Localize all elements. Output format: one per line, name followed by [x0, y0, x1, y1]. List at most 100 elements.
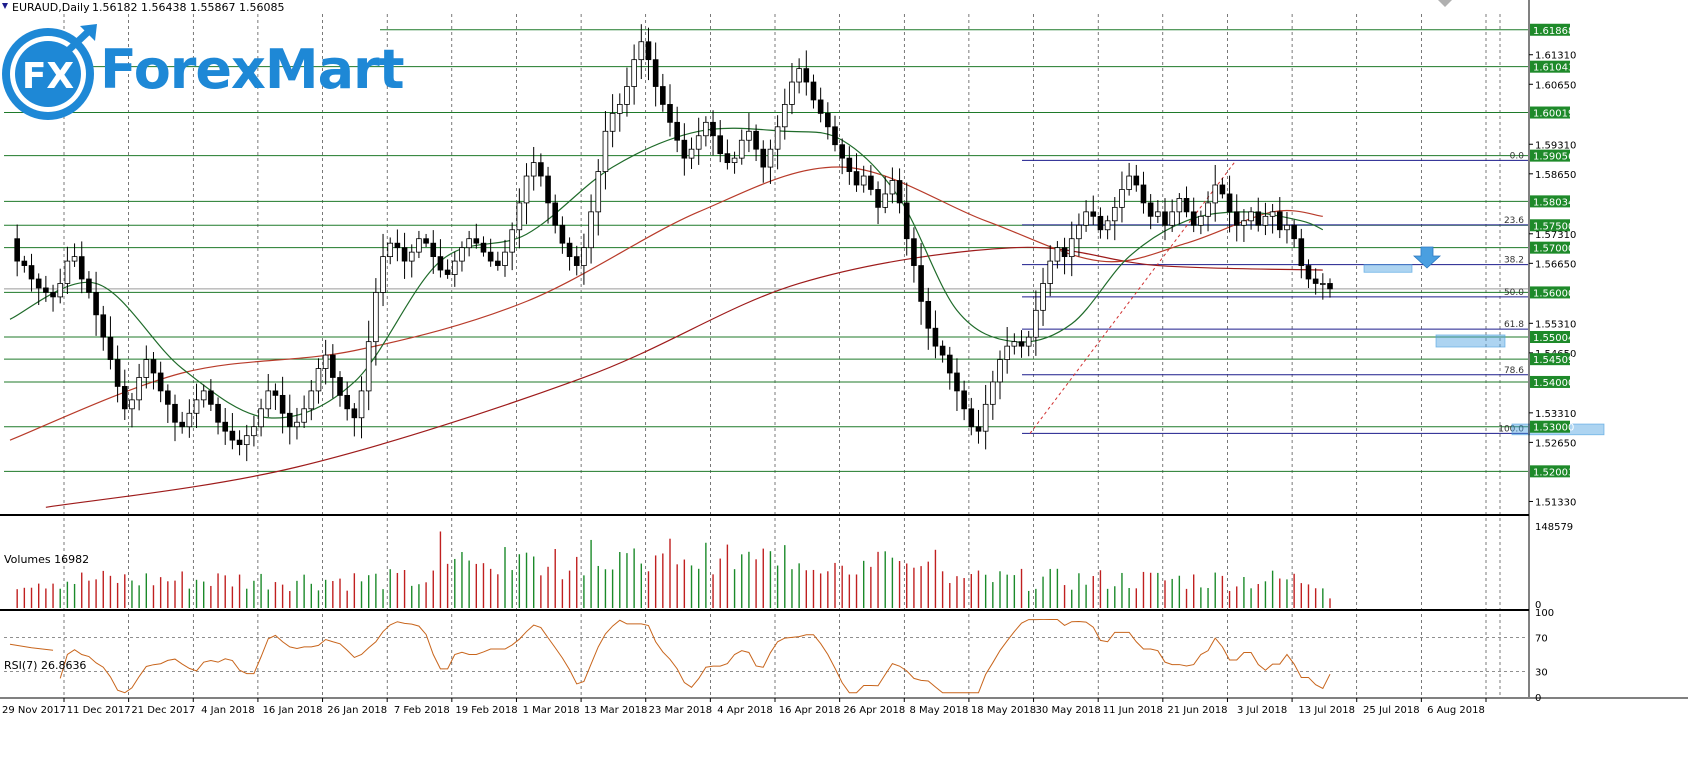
candle-bull	[308, 390, 315, 410]
candle-bull	[408, 251, 415, 262]
candle-bear	[480, 242, 487, 253]
candle-bear	[875, 189, 881, 208]
time-tick-label: 26 Jan 2018	[327, 705, 387, 716]
fib-level-label: 38.2	[1504, 256, 1524, 266]
candle-bull	[1155, 211, 1161, 217]
candle-bull	[695, 135, 702, 150]
candle-bull	[301, 408, 307, 423]
candle-bear	[43, 287, 49, 293]
rsi-line	[59, 618, 1331, 694]
candle-bull	[294, 421, 300, 428]
candle-bear	[215, 403, 221, 423]
candle-bear	[14, 238, 20, 262]
candle-bull	[1119, 189, 1125, 208]
candle-bear	[961, 390, 967, 410]
candle-bear	[114, 359, 121, 387]
candle-bear	[35, 278, 42, 289]
rsi-label: RSI(7) 26.8636	[4, 659, 86, 672]
candle-bull	[1040, 283, 1046, 311]
candle-bull	[466, 238, 472, 249]
candle-bull	[509, 229, 515, 253]
level-price-tag-label: 1.55004	[1533, 333, 1574, 344]
candle-bull	[609, 112, 616, 132]
candle-bear	[566, 242, 573, 258]
candle-bear	[652, 59, 659, 87]
candle-bear	[150, 359, 157, 374]
price-tick-label: 1.51330	[1535, 497, 1576, 508]
candle-bear	[1183, 198, 1190, 213]
resistance-zone	[1363, 264, 1413, 273]
candle-bear	[430, 242, 437, 258]
candle-bear	[896, 180, 903, 204]
candle-bear	[1140, 184, 1147, 204]
candle-bull	[1212, 184, 1219, 204]
candle-bear	[552, 202, 559, 226]
candle-bull	[265, 390, 272, 410]
candle-bull	[889, 180, 896, 195]
candle-bull	[1033, 309, 1039, 338]
candle-bear	[1291, 224, 1297, 240]
time-tick-label: 13 Mar 2018	[584, 705, 647, 716]
candle-bull	[64, 260, 71, 284]
scroll-marker-icon[interactable]	[1438, 0, 1452, 7]
level-price-tag-label: 1.59056	[1533, 152, 1574, 163]
time-tick-label: 6 Aug 2018	[1427, 705, 1485, 716]
time-tick-label: 11 Jun 2018	[1103, 705, 1163, 716]
forexmart-wordmark: ForexMart	[100, 38, 405, 101]
level-price-tag-label: 1.54509	[1533, 355, 1574, 366]
fib-level-label: 61.8	[1504, 320, 1524, 330]
candle-bull	[1169, 211, 1175, 226]
candle-bull	[365, 341, 372, 392]
candle-bear	[1327, 283, 1333, 290]
rsi-axis-label: 100	[1535, 608, 1554, 619]
candle-bear	[229, 430, 236, 441]
level-price-tag	[1530, 106, 1570, 119]
candle-bull	[1284, 224, 1290, 231]
symbol-marker-icon	[2, 3, 8, 9]
candle-bear	[172, 403, 178, 423]
level-price-tag-label: 1.52003	[1533, 467, 1574, 478]
down-arrow-icon	[1412, 246, 1442, 269]
candle-bull	[1126, 175, 1132, 190]
candle-bear	[853, 171, 860, 186]
candle-bull	[380, 256, 386, 293]
rsi-axis-label: 30	[1535, 668, 1548, 679]
candle-bull	[581, 247, 587, 266]
time-tick-label: 4 Apr 2018	[717, 705, 772, 716]
candle-bear	[495, 260, 501, 266]
candle-bull	[638, 41, 645, 61]
candle-bear	[939, 345, 946, 356]
candle-bull	[143, 359, 150, 378]
candle-bear	[559, 224, 566, 244]
time-tick-label: 16 Apr 2018	[779, 705, 841, 716]
candle-bull	[595, 171, 602, 213]
candle-bull	[1083, 211, 1089, 226]
candle-bear	[330, 354, 336, 378]
candle-bull	[1241, 220, 1247, 226]
candle-bear	[1147, 202, 1154, 217]
candle-bull	[1320, 283, 1326, 285]
fib-level-label: 78.6	[1504, 366, 1524, 376]
level-price-tag	[1530, 286, 1570, 299]
fib-level-label: 100.0	[1498, 424, 1524, 434]
price-tick-label: 1.53310	[1535, 409, 1576, 420]
candle-bull	[71, 256, 78, 262]
time-axis: 29 Nov 2017 11 Dec 2017 21 Dec 2017 4 Jan 2…	[2, 698, 1487, 716]
candle-bull	[315, 368, 322, 392]
candle-bear	[222, 421, 229, 432]
fib-level-label: 23.6	[1504, 216, 1524, 226]
price-tick-label: 1.58650	[1535, 170, 1576, 181]
candle-bull	[1111, 206, 1118, 222]
price-tick-label: 1.59310	[1535, 140, 1576, 151]
candle-bear	[925, 300, 932, 329]
candle-bear	[1133, 175, 1140, 186]
level-price-tag-label: 1.53000	[1533, 423, 1574, 434]
candle-bull	[530, 162, 537, 177]
candle-bear	[437, 256, 444, 271]
candle-bear	[710, 121, 716, 137]
candle-bear	[1061, 247, 1068, 258]
time-tick-label: 7 Feb 2018	[394, 705, 450, 716]
level-price-tag	[1530, 241, 1570, 254]
